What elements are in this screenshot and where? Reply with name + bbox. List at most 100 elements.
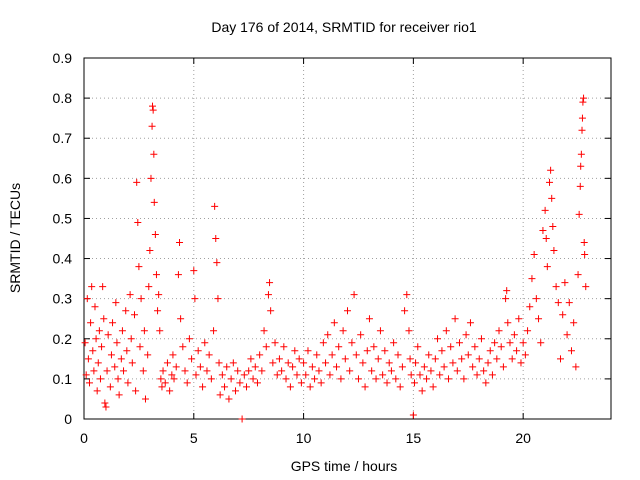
- data-point: [482, 379, 490, 387]
- data-point: [210, 327, 218, 335]
- data-point: [477, 335, 485, 343]
- data-point: [256, 351, 264, 359]
- y-tick-label: 0.8: [53, 90, 73, 106]
- data-point: [577, 162, 585, 170]
- data-point: [96, 375, 104, 383]
- data-point: [453, 367, 461, 375]
- data-point: [280, 343, 288, 351]
- data-point: [379, 371, 387, 379]
- data-point: [88, 283, 96, 291]
- data-point: [93, 387, 101, 395]
- plot-frame: [83, 57, 612, 420]
- data-point: [218, 371, 226, 379]
- data-point: [112, 299, 120, 307]
- data-point: [212, 235, 220, 242]
- data-point: [140, 327, 148, 335]
- data-point: [580, 239, 588, 247]
- data-point: [95, 327, 103, 335]
- data-point: [317, 379, 325, 387]
- data-point: [139, 367, 147, 375]
- data-point: [232, 387, 240, 395]
- data-point: [128, 359, 136, 367]
- data-point: [499, 363, 507, 371]
- data-point: [154, 307, 162, 315]
- data-point: [394, 351, 402, 359]
- data-point: [101, 399, 109, 407]
- data-point: [221, 383, 229, 391]
- data-point: [104, 331, 112, 339]
- data-point: [406, 355, 414, 363]
- data-point: [486, 347, 494, 355]
- data-point: [136, 343, 144, 351]
- data-point: [216, 391, 224, 399]
- data-point: [484, 359, 492, 367]
- data-point: [462, 331, 470, 339]
- data-point: [240, 371, 248, 379]
- data-point: [91, 303, 99, 311]
- data-point: [118, 327, 126, 335]
- data-point: [149, 106, 157, 114]
- data-point: [183, 379, 191, 387]
- data-point: [580, 94, 588, 102]
- data-point: [319, 339, 327, 347]
- data-point: [194, 347, 202, 355]
- data-point: [418, 387, 426, 395]
- data-point: [306, 383, 314, 391]
- data-point: [530, 251, 538, 259]
- data-point: [177, 315, 185, 323]
- data-point: [291, 347, 299, 355]
- data-point: [266, 279, 274, 287]
- data-point: [135, 263, 143, 271]
- data-point: [170, 375, 178, 383]
- data-point: [107, 351, 115, 359]
- data-point: [176, 239, 184, 247]
- data-point: [414, 343, 422, 351]
- data-point: [308, 363, 316, 371]
- data-point: [284, 359, 292, 367]
- data-point: [328, 351, 336, 359]
- data-point: [225, 395, 233, 403]
- data-point: [550, 247, 558, 255]
- data-point: [278, 367, 286, 375]
- data-point: [464, 351, 472, 359]
- data-point: [449, 359, 457, 367]
- data-point: [425, 351, 433, 359]
- data-point: [423, 375, 431, 383]
- data-point: [466, 319, 474, 327]
- data-point: [253, 379, 261, 387]
- data-point: [275, 355, 283, 363]
- data-point: [213, 259, 221, 267]
- data-point: [293, 371, 301, 379]
- data-point: [416, 371, 424, 379]
- data-point: [81, 339, 89, 347]
- data-point: [150, 150, 158, 158]
- data-point: [517, 359, 525, 367]
- data-point: [137, 295, 145, 303]
- x-tick-label: 15: [406, 430, 422, 446]
- data-point: [398, 363, 406, 371]
- data-point: [166, 387, 174, 395]
- data-point: [438, 347, 446, 355]
- data-point: [354, 375, 362, 383]
- data-point: [565, 299, 573, 307]
- data-point: [455, 339, 463, 347]
- data-point: [537, 339, 545, 347]
- data-point: [260, 327, 268, 335]
- data-point: [330, 319, 338, 327]
- x-tick-label: 10: [296, 430, 312, 446]
- data-point: [575, 210, 583, 218]
- data-point: [412, 359, 420, 367]
- data-point: [445, 375, 453, 383]
- data-point: [546, 178, 554, 186]
- data-point: [567, 347, 575, 355]
- data-point: [267, 307, 275, 315]
- data-point: [199, 383, 207, 391]
- data-point: [203, 367, 211, 375]
- y-tick-label: 0.9: [53, 50, 73, 66]
- data-point: [169, 351, 177, 359]
- y-axis-label: SRMTID / TECUs: [7, 183, 23, 293]
- data-point: [480, 367, 488, 375]
- data-point: [515, 315, 523, 323]
- data-point: [365, 315, 373, 323]
